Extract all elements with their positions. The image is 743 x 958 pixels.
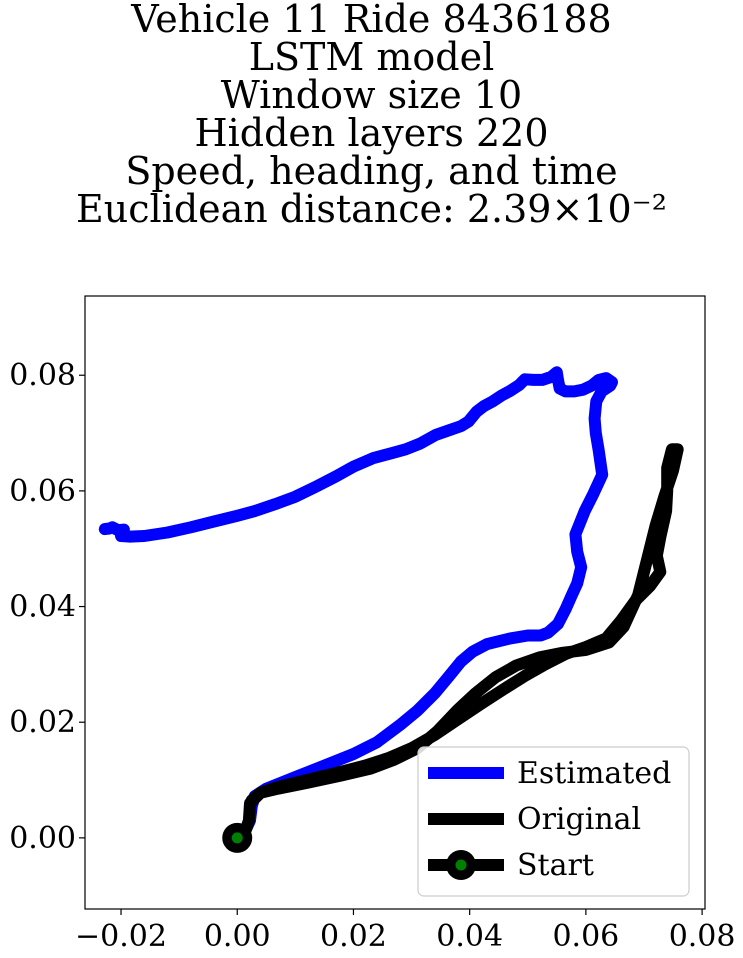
x-tick-label: −0.02: [75, 919, 167, 954]
legend-entry-start: Start: [428, 848, 594, 883]
legend-box: [417, 746, 690, 897]
y-tick-label: 0.04: [9, 590, 76, 625]
legend: Estimated Original Start: [417, 746, 690, 897]
x-tick-label: 0.06: [552, 919, 619, 954]
title-line-1: Vehicle 11 Ride 8436188: [131, 0, 612, 41]
y-tick-label: 0.06: [9, 474, 76, 509]
x-tick-label: 0.00: [204, 919, 271, 954]
start-marker: [222, 822, 253, 853]
y-tick-label: 0.08: [9, 358, 76, 393]
legend-label: Start: [517, 848, 594, 883]
legend-label: Original: [517, 802, 641, 837]
x-tick-label: 0.02: [320, 919, 387, 954]
title-line-6: Euclidean distance: 2.39×10⁻²: [76, 187, 667, 231]
legend-entry-estimated: Estimated: [428, 756, 671, 791]
axes-frame: [84, 295, 706, 910]
chart-title: Vehicle 11 Ride 8436188 LSTM model Windo…: [0, 0, 743, 228]
series-line-original: [231, 443, 684, 844]
legend-label: Estimated: [517, 756, 671, 791]
title-line-4: Hidden layers 220: [194, 111, 549, 155]
legend-entry-original: Original: [428, 802, 641, 837]
y-tick-label: 0.02: [9, 705, 76, 740]
series-layer: [98, 366, 684, 853]
series-line-estimated: [98, 366, 618, 844]
ticks-layer: −0.02 0.00 0.02 0.04 0.06 0.08 0.00 0.02 0.04 0.0…: [9, 358, 735, 954]
x-tick-label: 0.08: [669, 919, 736, 954]
title-line-3: Window size 10: [220, 73, 523, 117]
title-line-2: LSTM model: [248, 35, 495, 79]
title-line-5: Speed, heading, and time: [125, 149, 618, 193]
x-tick-label: 0.04: [436, 919, 503, 954]
y-tick-label: 0.00: [9, 821, 76, 856]
